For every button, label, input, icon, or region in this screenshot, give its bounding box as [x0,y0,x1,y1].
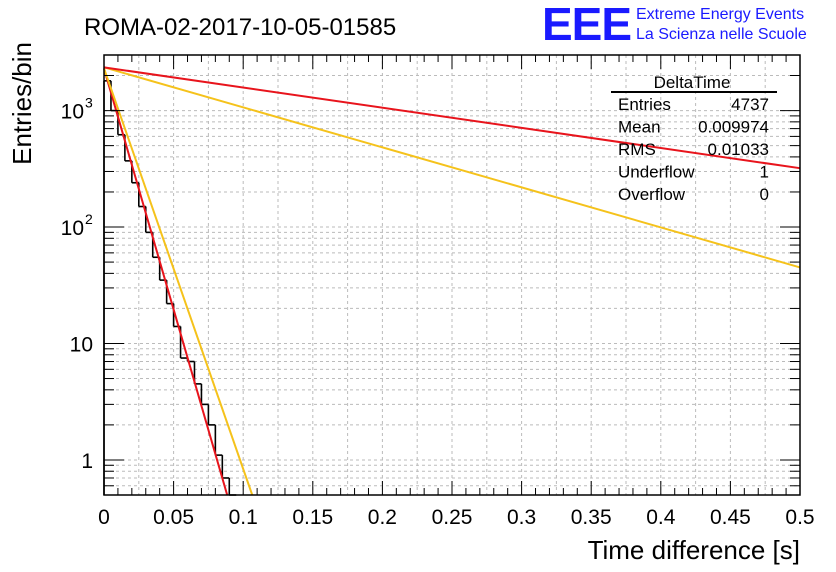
stats-box: DeltaTime Entries 4737 Mean 0.009974 RMS 0.01… [611,73,777,204]
stats-row-label: Mean [618,118,661,137]
y-tick-exponent: 2 [85,211,93,227]
chart-title: ROMA-02-2017-10-05-01585 [84,14,396,41]
stats-row-value: 0.009974 [698,118,769,137]
x-tick-label: 0.4 [646,506,676,529]
logo-mark: EEE [542,0,631,50]
stats-row-value: 1 [760,163,769,182]
axis-ticks [103,54,801,496]
logo-line1: Extreme Energy Events [636,6,804,23]
x-tick-label: 0.15 [292,506,333,529]
fit-curves [103,66,801,496]
x-tick-label: 0 [98,506,110,529]
stats-row-value: 0.01033 [708,140,769,159]
x-tick-label: 0.1 [229,506,258,529]
x-tick-label: 0.25 [432,506,473,529]
grid-lines [104,55,800,495]
fit-shallow-red [103,66,801,170]
x-tick-label: 0.3 [507,506,536,529]
y-tick-exponent: 3 [85,95,93,111]
stats-row-value: 0 [760,185,769,204]
stats-rows: Entries 4737 Mean 0.009974 RMS 0.01033 Underfl… [618,95,769,204]
x-tick-label: 0.05 [153,506,194,529]
stats-row-value: 4737 [731,95,769,114]
y-axis-label: Entries/bin [7,42,37,165]
stats-title: DeltaTime [654,73,731,92]
x-tick-label: 0.5 [785,506,814,529]
x-axis-label: Time difference [s] [588,535,800,565]
stats-row-label: Entries [618,95,671,114]
stats-row-label: Overflow [618,185,686,204]
fit-steep-red [103,68,229,496]
fit-steep-yellow [103,68,254,496]
fit-shallow-yellow [103,66,801,269]
y-tick-label: 10 [61,101,84,124]
stats-row-label: RMS [618,140,656,159]
x-tick-label: 0.35 [571,506,612,529]
x-tick-label: 0.2 [368,506,397,529]
y-tick-label: 10 [70,333,93,356]
x-tick-labels: 0 0.05 0.1 0.15 0.2 0.25 0.3 0.35 0.4 0.45 0.5 [98,506,814,529]
stats-row-label: Underflow [618,163,695,182]
x-tick-label: 0.45 [710,506,751,529]
logo-line2: La Scienza nelle Scuole [636,26,807,43]
y-tick-label: 10 [61,217,84,240]
y-tick-label: 1 [81,450,93,473]
